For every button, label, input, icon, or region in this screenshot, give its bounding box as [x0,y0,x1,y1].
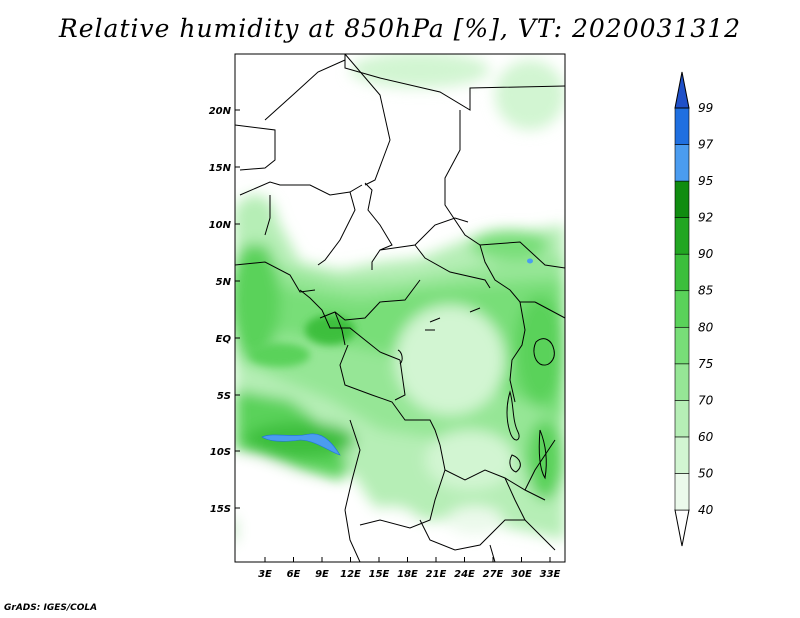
lon-tick-label: 21E [426,569,447,580]
humidity-field [235,54,565,562]
colorbar-level-label: 40 [698,503,714,517]
colorbar-level-label: 90 [698,247,714,261]
colorbar-min-triangle [674,509,690,547]
lon-tick-label: 15E [369,569,390,580]
colorbar-level-label: 85 [698,284,713,298]
lon-tick-label: 9E [315,569,329,580]
lon-tick-label: 3E [258,569,272,580]
colorbar-level-label: 75 [698,357,713,371]
colorbar-swatch [674,107,690,145]
colorbar-swatch [674,326,690,365]
colorbar-level-label: 99 [698,101,713,115]
credit-text: GrADS: IGES/COLA [4,603,98,613]
lon-tick-label: 30E [511,569,532,580]
lon-tick-label: 18E [397,569,418,580]
plot-frame [234,53,566,563]
colorbar-level-label: 97 [698,138,714,152]
lat-tick-label: 15S [210,504,231,515]
colorbar-level-label: 95 [698,174,713,188]
lon-tick-label: 33E [540,569,561,580]
country-borders [235,54,565,562]
latitude-axis: 20N 15N 10N 5N EQ 5S 10S 15S [209,106,240,515]
lon-tick-label: 6E [287,569,301,580]
colorbar-swatch [674,217,690,255]
colorbar-level-label: 50 [698,466,714,480]
lake-outlines [397,307,555,480]
colorbar-swatch [674,473,690,511]
colorbar-swatch [674,180,690,218]
lon-tick-label: 12E [340,569,361,580]
longitude-axis: 3E 6E 9E 12E 15E 18E 21E 24E 27E 30E 33E [258,557,561,580]
colorbar-level-label: 70 [698,393,714,407]
colorbar-swatch [674,290,690,328]
map-title: Relative humidity at 850hPa [%], VT: 202… [58,14,742,43]
lat-tick-label: 15N [209,163,232,174]
lat-tick-label: 20N [209,106,232,117]
lat-tick-label: 5N [216,277,232,288]
colorbar-level-label: 60 [698,430,714,444]
lon-tick-label: 27E [483,569,504,580]
colorbar-swatch [674,400,690,438]
colorbar-swatch [674,436,690,474]
lon-tick-label: 24E [454,569,475,580]
colorbar-swatch [674,144,690,182]
lat-tick-label: 5S [217,391,231,402]
colorbar-max-triangle [674,71,690,109]
colorbar-swatch [674,363,690,401]
colorbar-level-label: 92 [698,211,713,225]
lat-tick-label: 10N [209,220,232,231]
lat-tick-label: EQ [216,334,232,345]
lat-tick-label: 10S [210,447,231,458]
colorbar-swatch [674,253,690,292]
colorbar: 40 50 60 70 75 80 85 90 92 95 97 99 [674,71,714,547]
colorbar-level-label: 80 [698,320,714,334]
